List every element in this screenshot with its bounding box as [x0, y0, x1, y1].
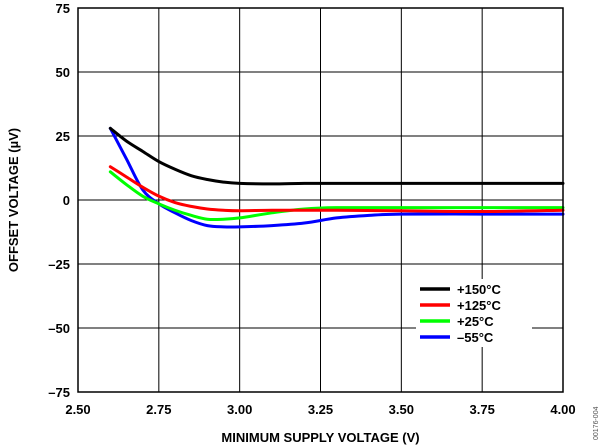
y-tick-label: –75 — [48, 385, 70, 400]
y-tick-label: –50 — [48, 321, 70, 336]
y-tick-label: 25 — [56, 129, 70, 144]
x-tick-label: 4.00 — [550, 402, 575, 417]
y-tick-label: 75 — [56, 1, 70, 16]
legend: +150°C+125°C+25°C–55°C — [416, 279, 532, 347]
x-tick-label: 3.00 — [227, 402, 252, 417]
y-tick-label: 0 — [63, 193, 70, 208]
y-axis-label: OFFSET VOLTAGE (µV) — [6, 128, 21, 272]
y-tick-label: 50 — [56, 65, 70, 80]
x-tick-label: 2.75 — [146, 402, 171, 417]
legend-label: +25°C — [457, 314, 494, 329]
plot-frame — [77, 7, 564, 393]
x-axis-label: MINIMUM SUPPLY VOLTAGE (V) — [221, 430, 419, 445]
x-tick-label: 3.50 — [389, 402, 414, 417]
x-axis-tick-labels: 2.50 2.75 3.00 3.25 3.50 3.75 4.00 — [65, 402, 575, 417]
figure-id: 00176-004 — [593, 406, 600, 440]
x-tick-label: 3.75 — [470, 402, 495, 417]
y-axis-tick-labels: –75 –50 –25 0 25 50 75 — [48, 1, 70, 400]
x-tick-label: 2.50 — [65, 402, 90, 417]
x-tick-label: 3.25 — [308, 402, 333, 417]
y-tick-label: –25 — [48, 257, 70, 272]
series-lines — [108, 126, 565, 229]
legend-items: +150°C+125°C+25°C–55°C — [420, 282, 501, 345]
series-line — [108, 126, 565, 186]
legend-label: –55°C — [457, 330, 494, 345]
series-line — [108, 165, 565, 214]
legend-label: +125°C — [457, 298, 501, 313]
series-line — [108, 126, 565, 229]
legend-label: +150°C — [457, 282, 501, 297]
series-line — [108, 170, 565, 222]
